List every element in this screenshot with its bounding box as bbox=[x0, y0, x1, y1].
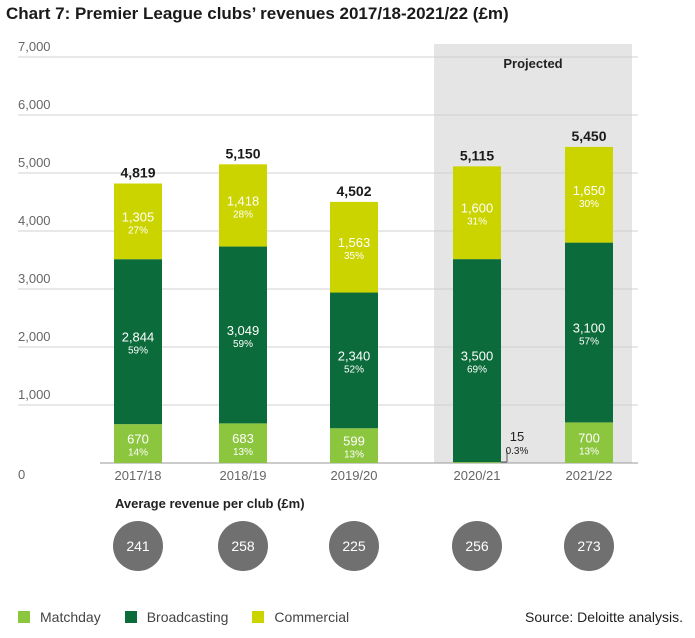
y-tick-label: 0 bbox=[18, 467, 25, 482]
bar-segment-broadcasting bbox=[330, 292, 378, 429]
value-label-commercial: 1,305 bbox=[122, 209, 155, 224]
pct-label-broadcasting: 52% bbox=[344, 364, 364, 375]
value-label-broadcasting: 2,844 bbox=[122, 330, 155, 345]
pct-label-matchday: 13% bbox=[579, 447, 599, 458]
pct-label-commercial: 27% bbox=[128, 225, 148, 236]
legend-swatch-commercial bbox=[252, 611, 265, 623]
revenue-chart: Projected 0 1,000 2,000 3,000 4,000 5,000 6,00… bbox=[18, 39, 638, 571]
avg-revenue-value: 258 bbox=[231, 538, 255, 554]
value-label-matchday: 670 bbox=[127, 432, 149, 447]
bar-segment-commercial bbox=[114, 183, 162, 260]
value-label-matchday: 15 bbox=[510, 429, 524, 444]
value-label-broadcasting: 3,500 bbox=[461, 349, 494, 364]
bar-segment-broadcasting bbox=[453, 259, 501, 463]
avg-revenue-circle bbox=[452, 521, 502, 571]
total-label: 5,115 bbox=[460, 147, 494, 163]
value-label-matchday: 599 bbox=[343, 434, 365, 449]
source-note: Source: Deloitte analysis. bbox=[525, 609, 683, 625]
bar-segment-broadcasting bbox=[565, 242, 613, 423]
average-revenue-heading: Average revenue per club (£m) bbox=[115, 496, 305, 511]
y-tick-label: 6,000 bbox=[18, 97, 51, 112]
bar-segment-matchday bbox=[453, 462, 501, 463]
avg-revenue-circle bbox=[113, 521, 163, 571]
total-label: 5,450 bbox=[571, 128, 606, 144]
legend-item-broadcasting: Broadcasting bbox=[124, 609, 229, 625]
y-tick-label: 1,000 bbox=[18, 387, 51, 402]
avg-revenue-value: 225 bbox=[342, 538, 366, 554]
legend-swatch-matchday bbox=[18, 611, 30, 623]
legend-label-commercial: Commercial bbox=[274, 609, 350, 625]
legend-label-matchday: Matchday bbox=[40, 609, 101, 625]
y-tick-label: 3,000 bbox=[18, 271, 51, 286]
pct-label-broadcasting: 59% bbox=[233, 339, 253, 350]
bar-segment-commercial bbox=[219, 164, 267, 247]
bar-segment-matchday bbox=[114, 424, 162, 463]
x-tick-label: 2019/20 bbox=[331, 468, 378, 483]
bar-segment-matchday bbox=[565, 422, 613, 463]
y-tick-label: 5,000 bbox=[18, 155, 51, 170]
pct-label-matchday: 14% bbox=[128, 448, 148, 459]
bar-segment-commercial bbox=[453, 166, 501, 260]
chart-title: Chart 7: Premier League clubs’ revenues … bbox=[6, 4, 509, 23]
x-tick-label: 2017/18 bbox=[115, 468, 162, 483]
legend-item-commercial: Commercial bbox=[252, 609, 349, 625]
total-label: 4,502 bbox=[336, 183, 371, 199]
legend-item-matchday: Matchday bbox=[18, 609, 101, 625]
value-label-broadcasting: 3,049 bbox=[227, 323, 260, 338]
pct-label-matchday: 13% bbox=[233, 447, 253, 458]
value-label-matchday: 700 bbox=[578, 431, 600, 446]
value-label-broadcasting: 3,100 bbox=[573, 321, 606, 336]
value-label-commercial: 1,650 bbox=[573, 183, 606, 198]
value-label-matchday: 683 bbox=[232, 431, 254, 446]
bar-segment-matchday bbox=[330, 428, 378, 463]
bar-segment-commercial bbox=[330, 201, 378, 293]
legend-swatch-broadcasting bbox=[124, 611, 137, 623]
value-label-broadcasting: 2,340 bbox=[338, 348, 371, 363]
avg-revenue-circle bbox=[329, 521, 379, 571]
pct-label-matchday: 13% bbox=[344, 450, 364, 461]
projected-label: Projected bbox=[503, 56, 562, 71]
avg-revenue-value: 241 bbox=[126, 538, 150, 554]
x-tick-label: 2020/21 bbox=[454, 468, 501, 483]
pct-label-commercial: 35% bbox=[344, 251, 364, 262]
avg-revenue-circle bbox=[564, 521, 614, 571]
bar-segment-matchday bbox=[219, 423, 267, 463]
y-tick-label: 2,000 bbox=[18, 329, 51, 344]
value-label-commercial: 1,418 bbox=[227, 193, 260, 208]
avg-revenue-value: 273 bbox=[577, 538, 601, 554]
x-tick-label: 2021/22 bbox=[566, 468, 613, 483]
pct-label-commercial: 30% bbox=[579, 199, 599, 210]
y-tick-label: 7,000 bbox=[18, 39, 51, 54]
pct-label-broadcasting: 59% bbox=[128, 346, 148, 357]
pct-label-commercial: 28% bbox=[233, 209, 253, 220]
total-label: 5,150 bbox=[225, 145, 260, 161]
legend: Matchday Broadcasting Commercial bbox=[18, 609, 373, 625]
pct-label-commercial: 31% bbox=[467, 217, 487, 228]
avg-revenue-circle bbox=[218, 521, 268, 571]
total-label: 4,819 bbox=[120, 164, 155, 180]
x-tick-label: 2018/19 bbox=[220, 468, 267, 483]
pct-label-broadcasting: 69% bbox=[467, 365, 487, 376]
bar-segment-broadcasting bbox=[219, 246, 267, 424]
value-label-commercial: 1,563 bbox=[338, 235, 371, 250]
value-label-commercial: 1,600 bbox=[461, 201, 494, 216]
bar-segment-broadcasting bbox=[114, 259, 162, 425]
bar-segment-commercial bbox=[565, 146, 613, 243]
pct-label-matchday: 0.3% bbox=[506, 446, 529, 457]
avg-revenue-value: 256 bbox=[465, 538, 489, 554]
legend-label-broadcasting: Broadcasting bbox=[146, 609, 229, 625]
pct-label-broadcasting: 57% bbox=[579, 337, 599, 348]
y-tick-label: 4,000 bbox=[18, 213, 51, 228]
